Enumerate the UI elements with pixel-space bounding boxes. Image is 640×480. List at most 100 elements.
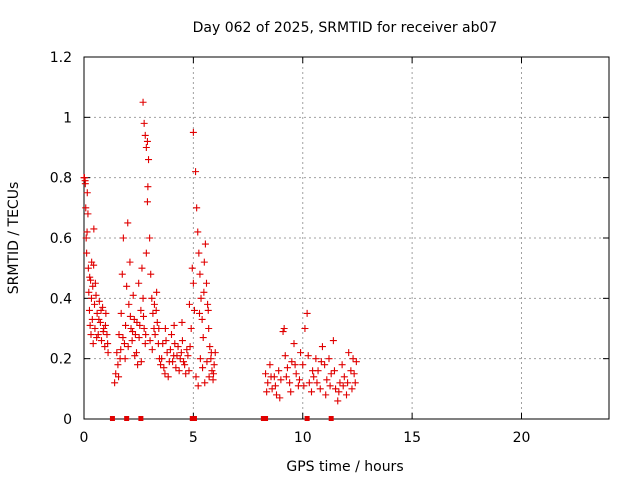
data-point xyxy=(204,300,212,308)
data-point xyxy=(322,391,330,399)
data-point xyxy=(169,358,177,366)
data-point xyxy=(280,325,288,332)
zero-marker xyxy=(138,416,144,421)
chart-title: Day 062 of 2025, SRMTID for receiver ab0… xyxy=(193,20,498,36)
data-point xyxy=(148,294,156,302)
data-point xyxy=(171,340,179,348)
data-point xyxy=(347,367,355,375)
data-point xyxy=(102,309,110,317)
data-point xyxy=(206,343,214,351)
data-point xyxy=(97,306,105,314)
data-point xyxy=(83,228,91,236)
data-point xyxy=(183,346,191,354)
data-point xyxy=(209,376,217,384)
data-point xyxy=(158,355,166,363)
data-point xyxy=(327,370,335,378)
zero-marker xyxy=(109,416,115,421)
data-point xyxy=(197,294,205,302)
data-point xyxy=(148,346,156,354)
data-point xyxy=(147,270,155,278)
data-point xyxy=(308,388,315,396)
data-point xyxy=(193,204,201,212)
data-point xyxy=(90,261,98,269)
data-point xyxy=(338,361,346,369)
data-point xyxy=(159,340,167,348)
data-point xyxy=(162,337,170,345)
data-point xyxy=(178,318,186,326)
data-point xyxy=(196,355,204,363)
data-point xyxy=(208,367,216,375)
data-point xyxy=(199,364,207,372)
data-point xyxy=(175,367,183,375)
data-point xyxy=(150,300,158,308)
data-point xyxy=(263,388,271,396)
data-point xyxy=(117,346,125,354)
data-point xyxy=(321,361,329,369)
data-point xyxy=(178,337,186,345)
data-point xyxy=(325,355,333,363)
data-point xyxy=(141,131,149,139)
data-point xyxy=(262,370,270,378)
zero-marker xyxy=(328,416,334,421)
data-point xyxy=(104,340,112,348)
data-point xyxy=(177,349,185,357)
data-point xyxy=(323,376,331,384)
data-point xyxy=(329,337,337,345)
data-point xyxy=(173,352,181,360)
data-point xyxy=(125,300,133,308)
data-point xyxy=(349,355,357,363)
data-point xyxy=(90,225,98,233)
data-point xyxy=(126,312,134,320)
zero-marker xyxy=(263,416,269,421)
data-point xyxy=(129,328,137,336)
data-point xyxy=(348,385,356,393)
data-point xyxy=(111,379,119,387)
data-point xyxy=(146,234,154,242)
data-point xyxy=(345,349,353,357)
data-point xyxy=(310,373,318,381)
data-point xyxy=(155,325,163,332)
data-point xyxy=(174,343,182,351)
data-point xyxy=(164,373,172,381)
data-point xyxy=(185,300,193,308)
data-point xyxy=(131,352,139,360)
data-point xyxy=(297,349,305,357)
zero-markers xyxy=(109,416,334,421)
data-point xyxy=(309,367,317,375)
data-point xyxy=(137,306,145,314)
data-point xyxy=(184,352,192,360)
data-point xyxy=(332,385,340,393)
data-point xyxy=(275,367,283,375)
data-point xyxy=(114,361,122,369)
data-point xyxy=(135,279,143,287)
data-point xyxy=(93,334,101,342)
data-point xyxy=(127,325,135,332)
data-point xyxy=(182,370,190,378)
data-point xyxy=(195,249,203,257)
data-point xyxy=(194,228,202,236)
data-point xyxy=(143,198,151,206)
data-points xyxy=(80,98,360,405)
data-point xyxy=(303,309,311,317)
y-tick-label: 0.2 xyxy=(50,352,72,368)
data-point xyxy=(153,318,161,326)
data-point xyxy=(305,379,313,387)
data-point xyxy=(207,355,215,363)
y-axis-label: SRMTID / TECUs xyxy=(6,182,22,295)
data-point xyxy=(203,358,211,366)
data-point xyxy=(186,343,194,351)
data-point xyxy=(301,325,309,332)
data-point xyxy=(267,373,275,381)
data-point xyxy=(123,282,131,290)
data-point xyxy=(207,349,215,357)
data-point xyxy=(98,337,105,345)
data-point xyxy=(264,379,272,387)
data-point xyxy=(335,388,343,396)
data-point xyxy=(313,379,321,387)
data-point xyxy=(83,189,91,197)
data-point xyxy=(168,331,175,339)
data-point xyxy=(350,370,358,378)
data-point xyxy=(205,373,213,381)
data-point xyxy=(137,358,145,366)
data-point xyxy=(81,180,89,188)
